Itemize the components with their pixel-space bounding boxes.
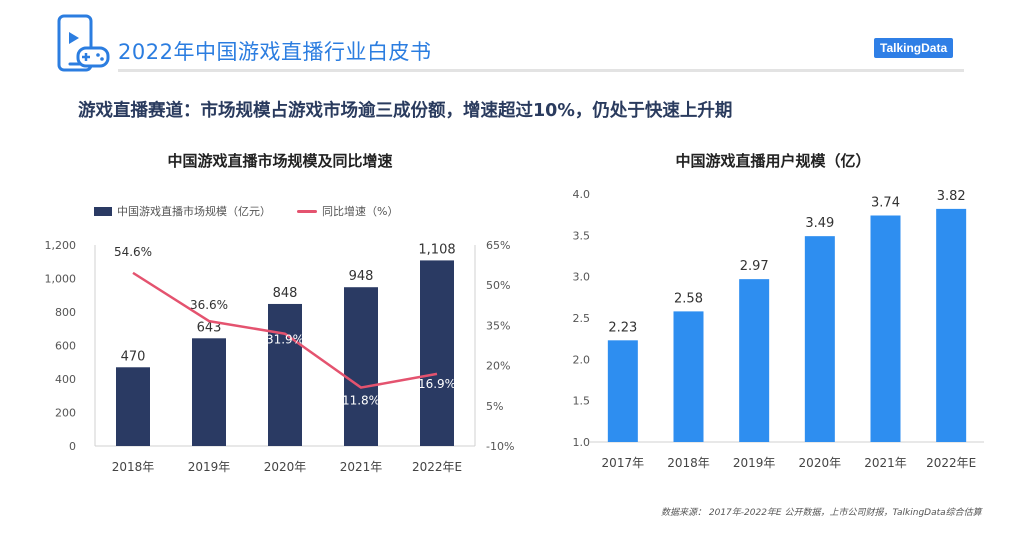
- report-title: 2022年中国游戏直播行业白皮书: [118, 40, 432, 64]
- user-scale-bar: [607, 340, 638, 442]
- y-left-tick-label: 200: [55, 407, 76, 420]
- bar-value-label: 2.23: [608, 320, 637, 335]
- chart1-title: 中国游戏直播市场规模及同比增速: [167, 152, 393, 170]
- bar-value-label: 3.82: [937, 189, 966, 204]
- y-right-tick-label: 5%: [486, 400, 503, 413]
- y-tick-label: 4.0: [573, 188, 591, 201]
- y-right-tick-label: 65%: [486, 239, 510, 252]
- bar-value-label: 3.49: [805, 216, 834, 231]
- x-tick-label: 2018年: [112, 460, 155, 474]
- bar-value-label: 848: [273, 286, 298, 301]
- y-left-tick-label: 1,000: [45, 273, 77, 286]
- x-tick-label: 2018年: [667, 456, 710, 470]
- x-tick-label: 2017年: [602, 456, 645, 470]
- y-right-tick-label: 20%: [486, 360, 510, 373]
- x-tick-label: 2021年: [864, 456, 907, 470]
- market-size-bar: [192, 338, 226, 446]
- y-right-tick-label: 50%: [486, 279, 510, 292]
- y-tick-label: 1.0: [573, 436, 591, 449]
- source-note: 数据来源： 2017年-2022年E 公开数据，上市公司财报，TalkingDa…: [661, 508, 982, 518]
- x-tick-label: 2020年: [264, 460, 307, 474]
- brand-logo: TalkingData: [874, 38, 954, 58]
- x-tick-label: 2022年E: [412, 460, 462, 474]
- bar-value-label: 470: [121, 349, 146, 364]
- user-scale-bar: [673, 311, 704, 442]
- chart2-title: 中国游戏直播用户规模（亿）: [675, 152, 871, 170]
- y-left-tick-label: 1,200: [45, 239, 77, 252]
- user-scale-bar: [804, 236, 835, 442]
- user-scale-bar: [739, 279, 770, 442]
- header: 2022年中国游戏直播行业白皮书 TalkingData: [0, 0, 1024, 80]
- y-left-tick-label: 400: [55, 373, 76, 386]
- y-tick-label: 1.5: [573, 395, 591, 408]
- x-tick-label: 2019年: [733, 456, 776, 470]
- legend-swatch-market-size: [94, 206, 112, 216]
- mobile-gamepad-icon: [57, 14, 110, 72]
- bar-value-label: 948: [349, 269, 374, 284]
- legend-label-growth: 同比增速（%）: [322, 205, 399, 218]
- growth-rate-label: 36.6%: [190, 298, 228, 312]
- bar-value-label: 2.58: [674, 291, 703, 306]
- y-left-tick-label: 0: [69, 440, 76, 453]
- market-size-chart: 0 200 400 600 800 1,000 1,200 -10% 5% 20% 35% 50% 65…: [45, 239, 515, 474]
- y-tick-label: 2.5: [573, 312, 591, 325]
- market-size-bar: [268, 303, 302, 446]
- bar-value-label: 643: [197, 320, 222, 335]
- headline: 游戏直播赛道：市场规模占游戏市场逾三成份额，增速超过10%，仍处于快速上升期: [78, 101, 733, 121]
- growth-rate-label: 11.8%: [342, 394, 380, 408]
- y-left-tick-label: 800: [55, 306, 76, 319]
- growth-rate-label: 31.9%: [266, 333, 304, 347]
- y-tick-label: 3.0: [573, 271, 591, 284]
- market-size-bar: [116, 367, 150, 446]
- user-scale-bar: [870, 215, 901, 442]
- chart1-legend: 中国游戏直播市场规模（亿元） 同比增速（%）: [94, 203, 398, 219]
- legend-label-market-size: 中国游戏直播市场规模（亿元）: [117, 205, 271, 218]
- y-right-tick-label: 35%: [486, 319, 510, 332]
- user-scale-chart: 1.0 1.5 2.0 2.5 3.0 3.5 4.0 2.23 2017年 2.58 2018年 2…: [573, 188, 984, 470]
- market-size-bar: [420, 260, 454, 446]
- user-scale-bar: [936, 208, 967, 442]
- y-tick-label: 2.0: [573, 353, 591, 366]
- y-right-tick-label: -10%: [486, 440, 514, 453]
- y-tick-label: 3.5: [573, 229, 591, 242]
- x-tick-label: 2020年: [799, 456, 842, 470]
- x-tick-label: 2019年: [188, 460, 231, 474]
- growth-rate-line: [132, 271, 438, 389]
- header-divider: [118, 69, 964, 72]
- bar-value-label: 2.97: [740, 259, 769, 274]
- growth-rate-label: 16.9%: [418, 377, 456, 391]
- y-left-tick-label: 600: [55, 340, 76, 353]
- legend-swatch-growth: [297, 209, 317, 213]
- market-size-bar: [344, 287, 378, 446]
- x-tick-label: 2022年E: [926, 456, 976, 470]
- bar-value-label: 1,108: [418, 242, 455, 257]
- bar-value-label: 3.74: [871, 195, 900, 210]
- x-tick-label: 2021年: [340, 460, 383, 474]
- growth-rate-label: 54.6%: [114, 245, 152, 259]
